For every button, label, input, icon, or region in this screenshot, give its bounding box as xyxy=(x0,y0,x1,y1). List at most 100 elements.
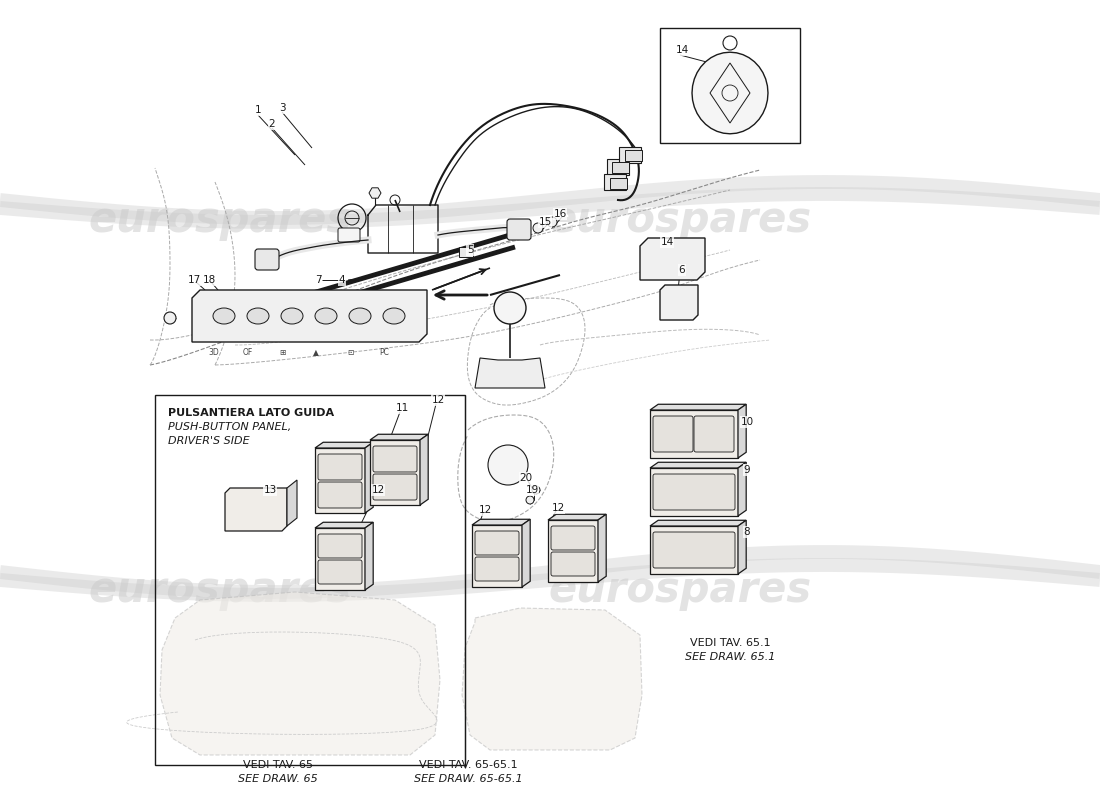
FancyBboxPatch shape xyxy=(318,534,362,558)
Polygon shape xyxy=(226,488,287,531)
FancyBboxPatch shape xyxy=(318,454,362,480)
Polygon shape xyxy=(640,238,705,280)
Text: 19: 19 xyxy=(526,485,539,495)
Text: 18: 18 xyxy=(202,275,216,285)
Polygon shape xyxy=(650,468,738,516)
Ellipse shape xyxy=(315,308,337,324)
Polygon shape xyxy=(692,52,768,134)
FancyBboxPatch shape xyxy=(507,219,531,240)
Polygon shape xyxy=(365,442,373,513)
Polygon shape xyxy=(738,520,746,574)
Polygon shape xyxy=(192,290,427,342)
Ellipse shape xyxy=(383,308,405,324)
Text: PUSH-BUTTON PANEL,: PUSH-BUTTON PANEL, xyxy=(168,422,292,432)
Polygon shape xyxy=(315,522,373,528)
Text: SEE DRAW. 65: SEE DRAW. 65 xyxy=(238,774,318,784)
Text: ▲: ▲ xyxy=(314,348,319,357)
Text: 11: 11 xyxy=(395,403,408,413)
Circle shape xyxy=(547,217,557,227)
Circle shape xyxy=(532,486,540,494)
Polygon shape xyxy=(420,434,428,505)
Bar xyxy=(155,395,465,765)
Ellipse shape xyxy=(213,308,235,324)
FancyBboxPatch shape xyxy=(338,228,360,242)
Polygon shape xyxy=(287,480,297,526)
Polygon shape xyxy=(315,448,365,513)
Text: 4: 4 xyxy=(339,275,345,285)
Polygon shape xyxy=(462,608,642,750)
Text: PC: PC xyxy=(379,348,389,357)
Polygon shape xyxy=(522,519,530,587)
Text: 15: 15 xyxy=(538,217,551,227)
Text: 5: 5 xyxy=(466,245,473,255)
FancyBboxPatch shape xyxy=(607,159,629,175)
Text: ⊡: ⊡ xyxy=(346,348,353,357)
Text: SEE DRAW. 65.1: SEE DRAW. 65.1 xyxy=(685,652,775,662)
Polygon shape xyxy=(548,514,606,520)
Text: eurospares: eurospares xyxy=(549,199,812,241)
Text: eurospares: eurospares xyxy=(88,569,352,611)
Bar xyxy=(660,28,800,143)
Polygon shape xyxy=(370,440,420,505)
Circle shape xyxy=(488,445,528,485)
Text: 7: 7 xyxy=(315,275,321,285)
Text: SEE DRAW. 65-65.1: SEE DRAW. 65-65.1 xyxy=(414,774,522,784)
Text: OF: OF xyxy=(243,348,253,357)
FancyBboxPatch shape xyxy=(373,446,417,472)
FancyBboxPatch shape xyxy=(373,474,417,500)
Text: 3: 3 xyxy=(278,103,285,113)
Text: 8: 8 xyxy=(744,527,750,537)
Text: 17: 17 xyxy=(187,275,200,285)
Text: ⊡: ⊡ xyxy=(690,488,698,498)
Polygon shape xyxy=(475,358,544,388)
Polygon shape xyxy=(650,526,738,574)
Circle shape xyxy=(526,496,534,504)
Polygon shape xyxy=(738,404,746,458)
FancyBboxPatch shape xyxy=(625,150,641,161)
Polygon shape xyxy=(472,525,522,587)
FancyBboxPatch shape xyxy=(612,162,628,173)
FancyBboxPatch shape xyxy=(653,416,693,452)
FancyBboxPatch shape xyxy=(609,178,627,189)
FancyBboxPatch shape xyxy=(475,531,519,555)
Text: 2: 2 xyxy=(268,119,275,129)
Ellipse shape xyxy=(349,308,371,324)
Text: 9: 9 xyxy=(744,465,750,475)
FancyBboxPatch shape xyxy=(653,532,735,568)
Text: 3D: 3D xyxy=(209,348,219,357)
Text: VEDI TAV. 65: VEDI TAV. 65 xyxy=(243,760,314,770)
FancyBboxPatch shape xyxy=(551,552,595,576)
Polygon shape xyxy=(650,410,738,458)
Text: PULSANTIERA LATO GUIDA: PULSANTIERA LATO GUIDA xyxy=(168,408,334,418)
FancyBboxPatch shape xyxy=(475,557,519,581)
FancyBboxPatch shape xyxy=(653,474,735,510)
Polygon shape xyxy=(650,462,746,468)
Text: AUTO: AUTO xyxy=(332,466,348,470)
Polygon shape xyxy=(370,434,428,440)
Text: 12: 12 xyxy=(372,485,385,495)
Polygon shape xyxy=(472,519,530,525)
Polygon shape xyxy=(160,592,440,755)
Text: VEDI TAV. 65.1: VEDI TAV. 65.1 xyxy=(690,638,770,648)
Circle shape xyxy=(534,223,543,233)
Text: 6: 6 xyxy=(679,265,685,275)
FancyBboxPatch shape xyxy=(255,249,279,270)
Text: DRIVER'S SIDE: DRIVER'S SIDE xyxy=(168,436,250,446)
Polygon shape xyxy=(365,522,373,590)
Text: 13: 13 xyxy=(263,485,276,495)
Polygon shape xyxy=(650,404,746,410)
FancyBboxPatch shape xyxy=(694,416,734,452)
Text: 20: 20 xyxy=(519,473,532,483)
Text: 16: 16 xyxy=(553,209,566,219)
Ellipse shape xyxy=(280,308,302,324)
Text: eurospares: eurospares xyxy=(88,199,352,241)
Text: ⊡: ⊡ xyxy=(690,546,698,556)
Polygon shape xyxy=(315,528,365,590)
FancyBboxPatch shape xyxy=(318,560,362,584)
Polygon shape xyxy=(368,188,381,198)
Text: 12: 12 xyxy=(478,505,492,515)
FancyBboxPatch shape xyxy=(551,526,595,550)
Text: 12: 12 xyxy=(551,503,564,513)
Circle shape xyxy=(494,292,526,324)
FancyBboxPatch shape xyxy=(619,147,641,163)
